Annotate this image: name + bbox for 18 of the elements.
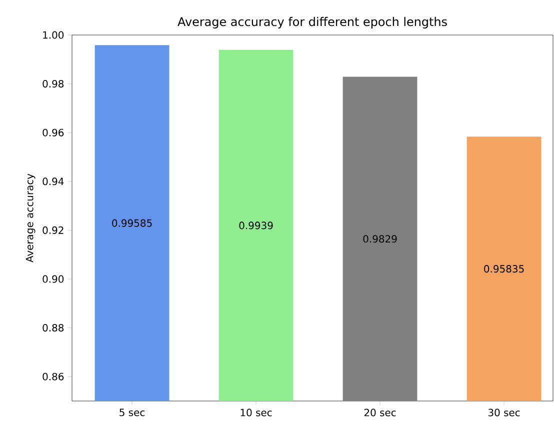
chart-title: Average accuracy for different epoch lengths xyxy=(178,16,447,28)
x-tick-label: 30 sec xyxy=(488,408,520,416)
x-tick-label: 20 sec xyxy=(364,408,396,416)
y-tick-label: 0.92 xyxy=(42,226,64,234)
y-tick-label: 0.86 xyxy=(42,372,64,380)
data-label: 0.95835 xyxy=(484,265,524,273)
data-label: 0.9829 xyxy=(363,235,397,243)
y-axis-title: Average accuracy xyxy=(26,174,36,262)
y-tick-label: 0.94 xyxy=(42,178,64,186)
y-tick-label: 0.88 xyxy=(42,324,64,332)
data-label: 0.99585 xyxy=(112,219,152,227)
x-tick-label: 10 sec xyxy=(240,408,272,416)
y-tick-label: 0.98 xyxy=(42,80,64,88)
y-tick-label: 1.00 xyxy=(43,31,64,39)
x-tick-label: 5 sec xyxy=(120,408,145,416)
y-tick-label: 0.90 xyxy=(42,275,64,283)
y-tick-label: 0.96 xyxy=(42,128,64,136)
data-label: 0.9939 xyxy=(239,222,273,230)
